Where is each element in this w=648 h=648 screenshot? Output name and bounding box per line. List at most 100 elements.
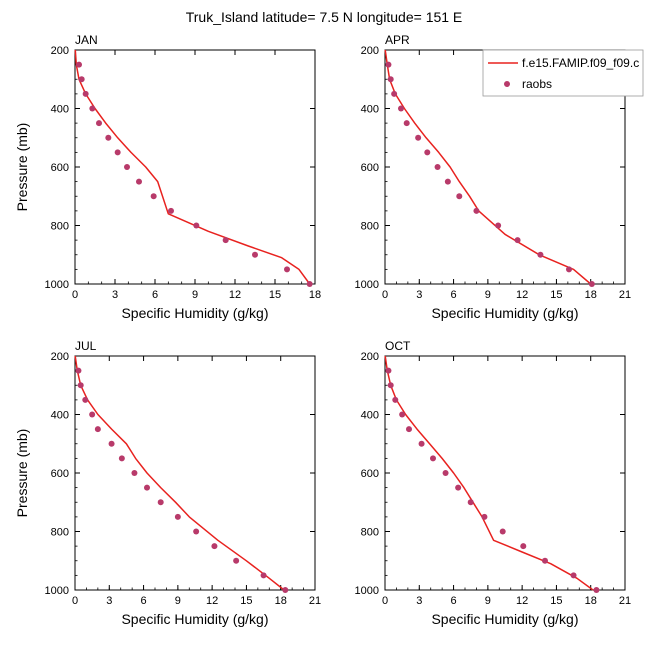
x-tick-label-oct: 18	[585, 595, 597, 607]
raobs-point-jan	[105, 134, 112, 141]
x-tick-label-jan: 9	[192, 289, 198, 301]
x-tick-label-apr: 9	[485, 289, 491, 301]
raobs-point-oct	[418, 440, 425, 447]
raobs-point-jan	[82, 90, 89, 97]
raobs-point-jan	[136, 178, 142, 185]
x-tick-label-apr: 21	[619, 289, 631, 301]
raobs-point-apr	[424, 149, 431, 156]
y-tick-label-jul: 1000	[45, 585, 69, 597]
raobs-point-oct	[499, 528, 506, 535]
x-tick-label-oct: 6	[451, 595, 457, 607]
y-tick-label-jan: 400	[51, 104, 69, 116]
raobs-point-jan	[96, 120, 102, 127]
y-tick-label-jul: 800	[51, 527, 69, 539]
raobs-point-oct	[442, 470, 449, 476]
y-axis-label-jul: Pressure (mb)	[14, 429, 30, 518]
raobs-point-jan	[193, 222, 200, 229]
y-tick-label-apr: 200	[361, 45, 379, 57]
raobs-point-jul	[94, 426, 101, 433]
panel-apr: APR 0 3 6 9 12 15 18 21 200 400 600 800 1000 Specific …	[355, 33, 632, 321]
raobs-point-jul	[282, 587, 289, 593]
raobs-point-jul	[82, 396, 89, 403]
raobs-point-jul	[89, 411, 96, 418]
raobs-point-apr	[391, 90, 398, 97]
raobs-point-apr	[495, 222, 502, 229]
raobs-point-jul	[193, 528, 200, 535]
raobs-point-jul	[174, 513, 181, 520]
raobs-point-jul	[260, 572, 267, 579]
panel-title-jul: JUL	[75, 339, 97, 353]
raobs-point-jan	[168, 207, 174, 214]
raobs-point-jan	[284, 266, 290, 273]
y-tick-label-apr: 600	[361, 162, 379, 174]
y-tick-label-oct: 200	[361, 351, 379, 363]
y-tick-label-apr: 1000	[355, 279, 379, 291]
y-tick-label-oct: 800	[361, 527, 379, 539]
x-tick-label-oct: 21	[619, 595, 631, 607]
raobs-point-jan	[89, 105, 96, 112]
x-tick-label-jul: 12	[206, 595, 218, 607]
y-tick-label-apr: 800	[361, 221, 379, 233]
x-tick-label-jul: 9	[175, 595, 181, 607]
legend-raobs-swatch	[504, 81, 510, 87]
x-tick-label-oct: 3	[416, 595, 422, 607]
x-tick-label-oct: 0	[382, 595, 388, 607]
raobs-point-jan	[150, 193, 157, 200]
raobs-point-jan	[76, 61, 82, 68]
raobs-point-apr	[588, 281, 595, 287]
raobs-point-apr	[385, 61, 392, 68]
x-tick-label-jul: 18	[275, 595, 287, 607]
raobs-point-apr	[415, 134, 422, 141]
raobs-point-apr	[537, 251, 544, 258]
raobs-point-oct	[430, 455, 436, 462]
raobs-point-oct	[467, 499, 474, 506]
model-line-jul	[74, 355, 285, 591]
raobs-point-apr	[403, 120, 410, 127]
plot-frame-jan	[74, 49, 316, 285]
raobs-point-jan	[222, 237, 229, 244]
x-tick-label-jul: 0	[72, 595, 78, 607]
x-tick-label-jan: 6	[152, 289, 158, 301]
raobs-point-oct	[593, 587, 600, 593]
y-tick-label-jul: 400	[51, 410, 69, 422]
raobs-point-jan	[306, 281, 313, 287]
legend: f.e15.FAMIP.f09_f09.c raobs	[482, 49, 644, 97]
raobs-point-oct	[455, 484, 462, 491]
model-line-jan	[74, 49, 311, 285]
x-axis-label-oct: Specific Humidity (g/kg)	[431, 611, 578, 627]
x-axis-label-jan: Specific Humidity (g/kg)	[121, 305, 268, 321]
x-tick-label-jul: 21	[309, 595, 321, 607]
raobs-point-oct	[392, 396, 399, 403]
raobs-point-apr	[444, 178, 451, 185]
x-tick-label-apr: 15	[550, 289, 562, 301]
x-tick-label-jan: 0	[72, 289, 78, 301]
panel-title-jan: JAN	[75, 33, 98, 47]
plot-frame-jul	[74, 355, 316, 591]
x-tick-label-jan: 12	[229, 289, 241, 301]
y-tick-label-jul: 600	[51, 468, 69, 480]
x-tick-label-apr: 12	[516, 289, 528, 301]
raobs-point-jul	[108, 440, 115, 447]
raobs-point-jul	[211, 543, 218, 550]
panel-oct: OCT 0 3 6 9 12 15 18 21 200 400 600 800 1000 Specific …	[355, 339, 632, 627]
raobs-point-jul	[233, 557, 240, 564]
x-tick-label-oct: 15	[550, 595, 562, 607]
plot-frame-oct	[384, 355, 626, 591]
raobs-point-jan	[252, 251, 258, 258]
x-tick-label-jan: 15	[269, 289, 281, 301]
legend-raobs-label: raobs	[522, 77, 552, 91]
x-tick-label-apr: 6	[451, 289, 457, 301]
raobs-point-oct	[399, 411, 406, 418]
raobs-point-oct	[570, 572, 577, 579]
x-tick-label-apr: 0	[382, 289, 388, 301]
x-tick-label-jul: 15	[240, 595, 252, 607]
panel-title-oct: OCT	[385, 339, 411, 353]
raobs-point-apr	[398, 105, 404, 112]
legend-box	[482, 49, 644, 97]
raobs-point-oct	[406, 426, 412, 433]
raobs-point-apr	[456, 193, 463, 200]
raobs-point-jan	[114, 149, 121, 156]
y-tick-label-jan: 600	[51, 162, 69, 174]
model-line-apr	[384, 49, 592, 285]
